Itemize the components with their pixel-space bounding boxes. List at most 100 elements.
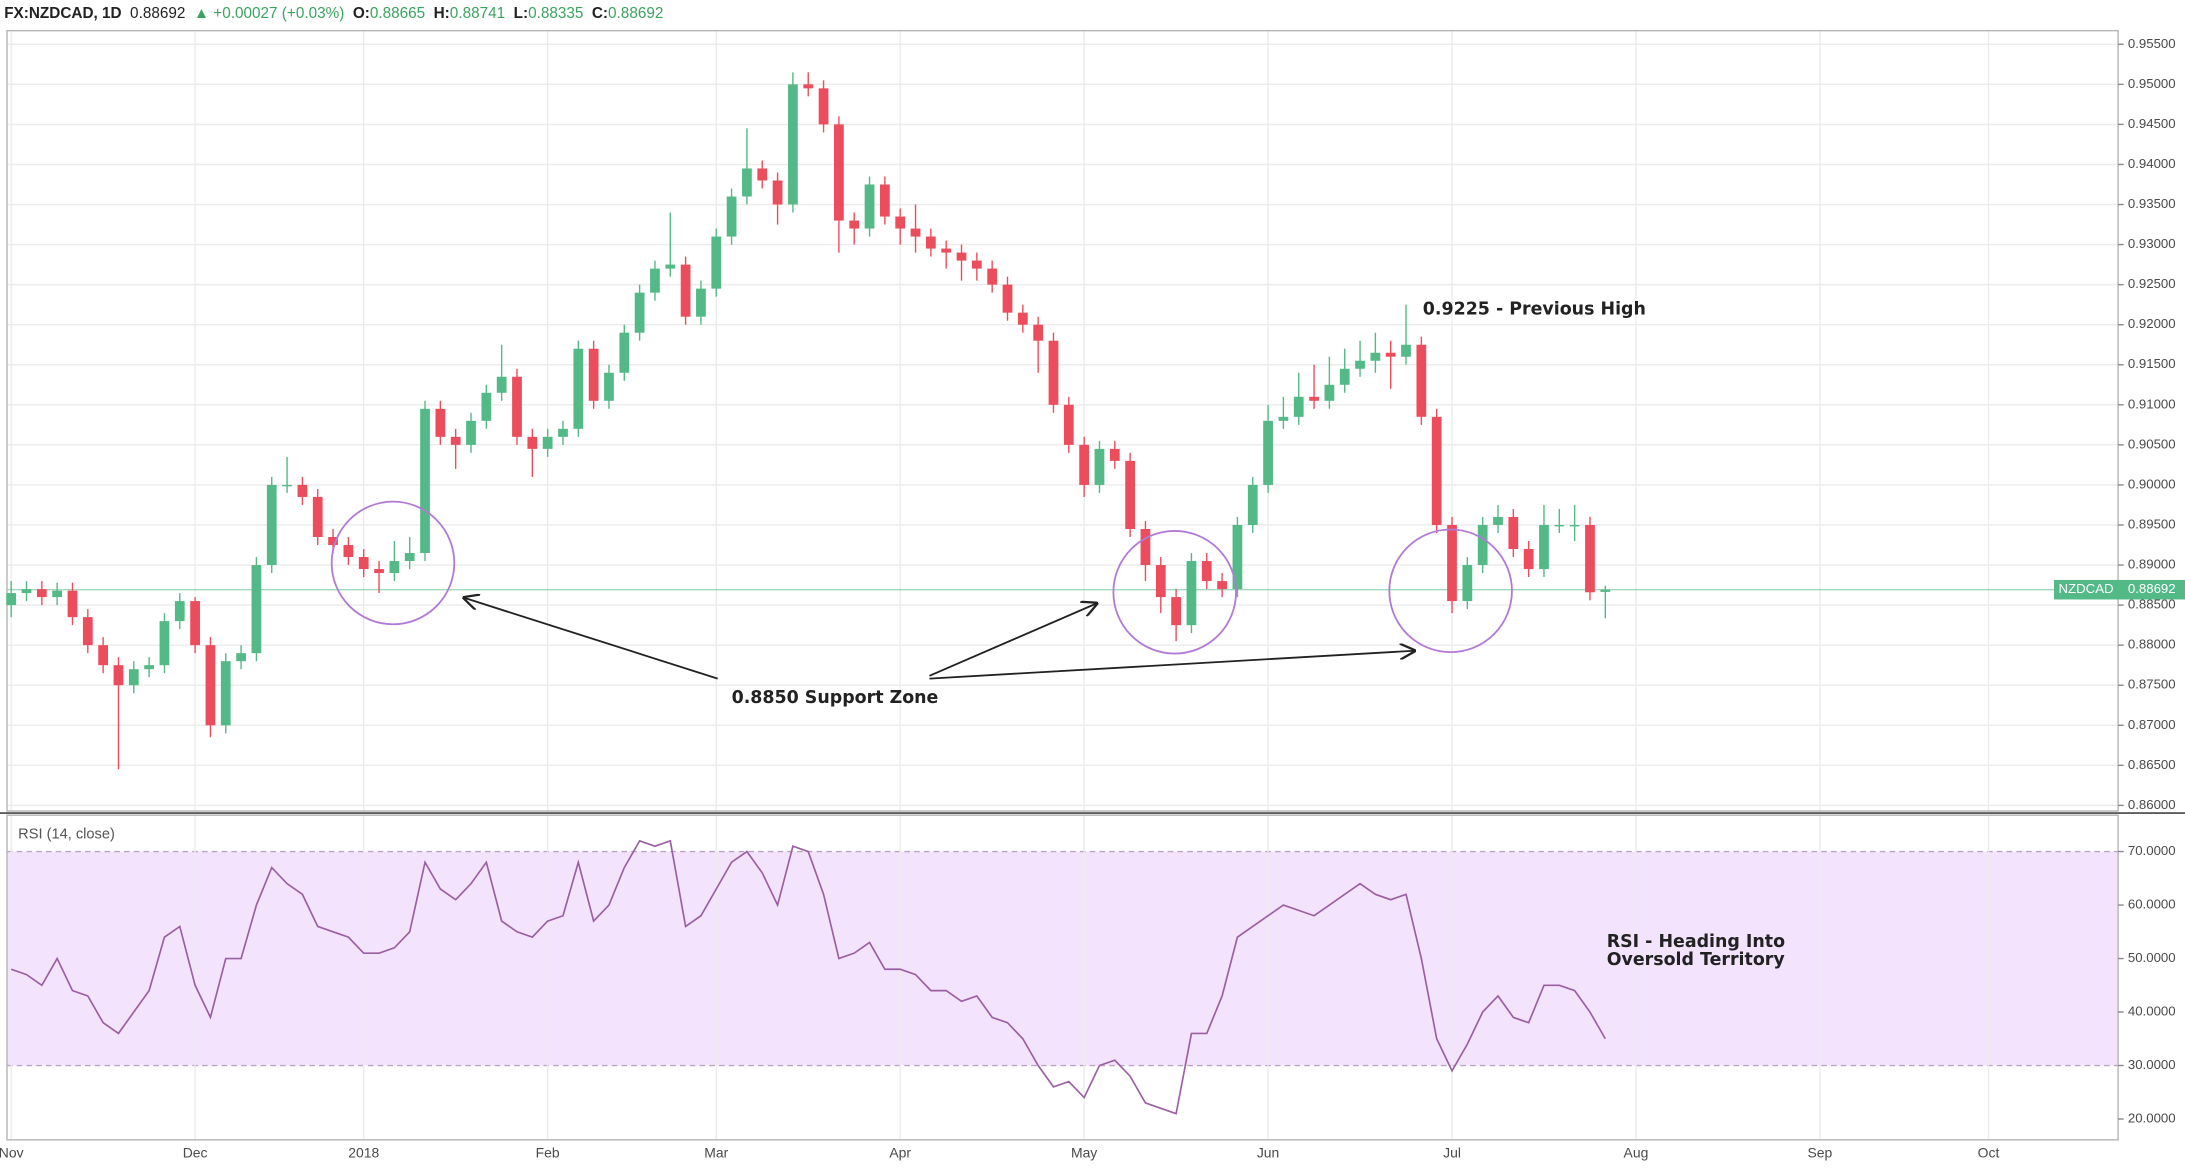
candle-body: [220, 661, 231, 726]
price-panel: [6, 29, 2119, 812]
candle-body: [190, 601, 200, 646]
candle-body: [113, 665, 124, 686]
ohlc-value: 0.88741: [450, 5, 505, 22]
candle-body: [1125, 460, 1136, 529]
marks-layer: Nov Dec 2018 Feb Mar Apr May Jun Jul Aug Sep Oct 0.8…: [0, 36, 2185, 1160]
candle-body: [956, 252, 967, 261]
x-tick-label: Nov: [0, 1144, 24, 1160]
symbol: FX:NZDCAD, 1D: [4, 5, 121, 22]
candle-body: [1569, 524, 1580, 527]
ohlc-value: 0.88692: [608, 5, 663, 22]
candle-body: [420, 408, 430, 554]
candle-body: [1140, 528, 1151, 566]
candle-body: [650, 268, 660, 293]
candle-body: [1385, 352, 1396, 357]
change: ▲ +0.00027 (+0.03%): [194, 5, 345, 22]
x-tick-label: Feb: [536, 1144, 560, 1160]
y-tick-label: 0.86500: [2128, 757, 2176, 772]
candle-body: [496, 376, 507, 393]
arrow: [464, 598, 718, 680]
arrow: [929, 651, 1414, 680]
candle-body: [374, 569, 384, 574]
ohlc-value: 0.88665: [370, 5, 425, 22]
candle-body: [98, 645, 109, 666]
annotation: RSI - Heading Into: [1607, 932, 1785, 952]
candle-body: [696, 288, 706, 317]
candle-body: [1155, 565, 1166, 598]
under-layer: [6, 30, 2119, 1140]
candle-body: [1523, 549, 1534, 570]
rsi-title: RSI (14, close): [18, 827, 115, 843]
ohlc-key: H:: [434, 5, 450, 22]
candle-body: [680, 264, 691, 317]
y-tick-label: 30.0000: [2128, 1057, 2176, 1072]
y-tick-label: 0.88000: [2128, 637, 2176, 652]
candle-body: [1600, 589, 1611, 592]
candle-body: [1355, 360, 1365, 369]
candle-body: [665, 264, 676, 269]
candle-body: [604, 372, 614, 401]
candle-body: [1017, 312, 1028, 325]
candle-body: [1493, 516, 1503, 525]
highlight-circle: [330, 500, 456, 626]
rsi-panel: [6, 814, 2119, 1141]
candle-body: [834, 124, 844, 221]
candle-body: [1247, 484, 1258, 525]
y-tick-label: 0.93000: [2128, 236, 2176, 251]
header: FX:NZDCAD, 1D 0.88692 ▲ +0.00027 (+0.03%…: [4, 5, 663, 22]
price-tag-name: NZDCAD: [2059, 581, 2114, 596]
candle-body: [558, 428, 568, 437]
candle-body: [144, 665, 154, 670]
candle-body: [527, 436, 538, 449]
arrow: [929, 603, 1096, 677]
candle-body: [849, 220, 860, 229]
candle-body: [266, 484, 277, 566]
y-tick-label: 0.95500: [2128, 36, 2176, 51]
candle-body: [1171, 597, 1181, 626]
y-tick-label: 0.88500: [2128, 597, 2176, 612]
candle-body: [818, 88, 829, 125]
candle-body: [21, 589, 32, 594]
y-tick-label: 0.87000: [2128, 717, 2176, 732]
candle-body: [788, 84, 798, 205]
price-tag-value: 0.88692: [2128, 581, 2176, 596]
rsi-band: [6, 851, 2119, 1066]
candle-body: [803, 84, 814, 89]
candle-body: [1232, 524, 1243, 590]
candle-body: [466, 420, 476, 445]
candle-body: [159, 621, 170, 666]
y-tick-label: 0.89500: [2128, 516, 2176, 531]
candle-body: [1324, 384, 1335, 401]
y-tick-label: 60.0000: [2128, 897, 2176, 912]
y-tick-label: 0.95000: [2128, 76, 2176, 91]
candle-body: [67, 590, 78, 618]
candle-body: [1462, 565, 1473, 602]
candle-body: [435, 408, 446, 437]
candle-body: [573, 348, 584, 429]
candle-body: [711, 236, 722, 289]
annotation: Oversold Territory: [1607, 950, 1786, 970]
candle-body: [236, 653, 246, 662]
candle-body: [1447, 524, 1457, 602]
y-tick-label: 0.94000: [2128, 156, 2176, 171]
candle-body: [1477, 524, 1488, 566]
candle-body: [1416, 344, 1427, 417]
candle-body: [481, 392, 492, 421]
highlight-circle: [1112, 530, 1237, 655]
candle-body: [1186, 561, 1197, 626]
y-tick-label: 0.94500: [2128, 116, 2176, 131]
x-tick-label: Apr: [889, 1144, 911, 1160]
candle-body: [1033, 324, 1044, 341]
candle-body: [757, 168, 768, 181]
candle-body: [542, 436, 553, 449]
ohlc-key: L:: [514, 5, 528, 22]
candle-body: [174, 601, 185, 622]
y-tick-label: 0.91000: [2128, 396, 2176, 411]
candle-body: [6, 593, 17, 606]
candle-body: [1401, 344, 1411, 357]
candle-body: [128, 669, 139, 686]
rsi-line: [10, 839, 1607, 1115]
candle-body: [1217, 581, 1227, 590]
